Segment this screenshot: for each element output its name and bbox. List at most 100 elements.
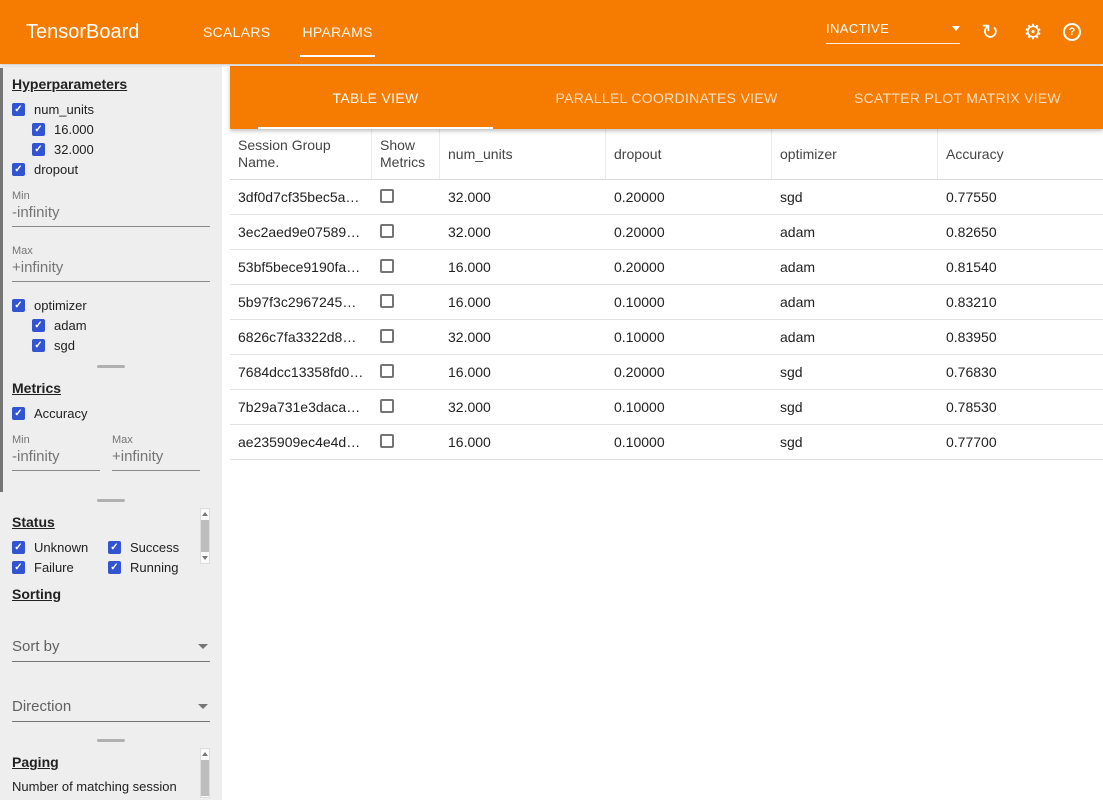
num-units-checkbox[interactable] xyxy=(12,103,25,116)
hparam-optimizer-sgd[interactable]: sgd xyxy=(32,336,210,354)
header-session-group-name: Session Group Name. xyxy=(230,129,372,179)
show-metrics-checkbox[interactable] xyxy=(380,189,394,203)
status-unknown-checkbox[interactable] xyxy=(12,541,25,554)
status-option-running[interactable]: Running xyxy=(108,558,210,576)
num-units-cell: 16.000 xyxy=(440,294,606,310)
header-optimizer: optimizer xyxy=(772,129,938,179)
section-resize-handle[interactable] xyxy=(0,496,222,504)
resize-handle[interactable] xyxy=(97,739,125,742)
tab-scatter-plot-matrix-view[interactable]: SCATTER PLOT MATRIX VIEW xyxy=(812,66,1103,129)
dropout-cell: 0.10000 xyxy=(606,399,772,415)
show-metrics-checkbox[interactable] xyxy=(380,399,394,413)
table-row: 6826c7fa3322d82… 32.000 0.10000 adam 0.8… xyxy=(230,320,1103,355)
table-row: 3df0d7cf35bec5a… 32.000 0.20000 sgd 0.77… xyxy=(230,180,1103,215)
status-running-checkbox[interactable] xyxy=(108,561,121,574)
status-option-failure[interactable]: Failure xyxy=(12,558,108,576)
matching-groups-text: Number of matching session groups: 8 xyxy=(12,778,192,800)
metric-max-input[interactable] xyxy=(112,446,200,471)
optimizer-adam-checkbox[interactable] xyxy=(32,319,45,332)
view-tabs: TABLE VIEW PARALLEL COORDINATES VIEW SCA… xyxy=(230,66,1103,129)
status-failure-checkbox[interactable] xyxy=(12,561,25,574)
resize-handle[interactable] xyxy=(97,365,125,368)
scroll-down-icon[interactable] xyxy=(202,556,208,560)
num-units-cell: 32.000 xyxy=(440,399,606,415)
run-status-select[interactable]: INACTIVE xyxy=(826,21,960,44)
num-units-16-checkbox[interactable] xyxy=(32,123,45,136)
status-success-checkbox[interactable] xyxy=(108,541,121,554)
dropout-label: dropout xyxy=(34,162,78,177)
hparam-num-units-16[interactable]: 16.000 xyxy=(32,120,210,138)
dropout-cell: 0.20000 xyxy=(606,259,772,275)
tab-scalars[interactable]: SCALARS xyxy=(187,0,286,64)
show-metrics-checkbox[interactable] xyxy=(380,434,394,448)
accuracy-cell: 0.76830 xyxy=(938,364,1103,380)
session-group-name-cell: 5b97f3c2967245b… xyxy=(230,294,372,310)
optimizer-sgd-checkbox[interactable] xyxy=(32,339,45,352)
header-show-metrics: Show Metrics xyxy=(372,129,440,179)
section-resize-handle[interactable] xyxy=(0,362,222,370)
refresh-icon[interactable]: ↻ xyxy=(977,19,1003,45)
num-units-32-checkbox[interactable] xyxy=(32,143,45,156)
dropout-cell: 0.20000 xyxy=(606,189,772,205)
hyperparameters-section: Hyperparameters num_units 16.000 32.000 … xyxy=(0,66,222,362)
metric-min-input[interactable] xyxy=(12,446,100,471)
sort-by-value: Sort by xyxy=(12,638,60,655)
scroll-up-icon[interactable] xyxy=(202,512,208,516)
topbar: TensorBoard SCALARS HPARAMS INACTIVE ↻ ⚙… xyxy=(0,0,1103,64)
paging-scrollbar[interactable] xyxy=(200,748,210,798)
num-units-cell: 16.000 xyxy=(440,259,606,275)
section-resize-handle[interactable] xyxy=(0,736,222,744)
hparam-optimizer-adam[interactable]: adam xyxy=(32,316,210,334)
topbar-actions: INACTIVE ↻ ⚙ ? xyxy=(826,19,1081,45)
scroll-up-icon[interactable] xyxy=(202,752,208,756)
settings-icon[interactable]: ⚙ xyxy=(1020,19,1046,45)
accuracy-checkbox[interactable] xyxy=(12,407,25,420)
show-metrics-cell xyxy=(372,364,440,381)
hparam-num-units[interactable]: num_units xyxy=(12,100,210,118)
show-metrics-checkbox[interactable] xyxy=(380,259,394,273)
status-scrollbar[interactable] xyxy=(200,508,210,564)
direction-value: Direction xyxy=(12,698,71,715)
metrics-heading: Metrics xyxy=(12,380,210,396)
num-units-32-label: 32.000 xyxy=(54,142,94,157)
optimizer-cell: adam xyxy=(772,259,938,275)
num-units-label: num_units xyxy=(34,102,94,117)
sort-by-select[interactable]: Sort by xyxy=(12,638,210,662)
accuracy-cell: 0.77700 xyxy=(938,434,1103,450)
chevron-down-icon xyxy=(198,704,208,709)
table-row: 7b29a731e3daca… 32.000 0.10000 sgd 0.785… xyxy=(230,390,1103,425)
show-metrics-checkbox[interactable] xyxy=(380,294,394,308)
accuracy-cell: 0.82650 xyxy=(938,224,1103,240)
hparam-optimizer[interactable]: optimizer xyxy=(12,296,210,314)
accuracy-cell: 0.83950 xyxy=(938,329,1103,345)
session-group-name-cell: 7684dcc13358fd0… xyxy=(230,364,372,380)
status-option-unknown[interactable]: Unknown xyxy=(12,538,108,556)
direction-select[interactable]: Direction xyxy=(12,698,210,722)
optimizer-label: optimizer xyxy=(34,298,87,313)
show-metrics-checkbox[interactable] xyxy=(380,224,394,238)
dropout-min-input[interactable] xyxy=(12,202,210,227)
optimizer-checkbox[interactable] xyxy=(12,299,25,312)
show-metrics-checkbox[interactable] xyxy=(380,364,394,378)
metric-minmax: Min Max xyxy=(12,422,210,471)
dropout-checkbox[interactable] xyxy=(12,163,25,176)
help-icon[interactable]: ? xyxy=(1063,23,1081,41)
table-row: 7684dcc13358fd0… 16.000 0.20000 sgd 0.76… xyxy=(230,355,1103,390)
show-metrics-checkbox[interactable] xyxy=(380,329,394,343)
resize-handle[interactable] xyxy=(97,499,125,502)
status-option-success[interactable]: Success xyxy=(108,538,210,556)
tab-table-view[interactable]: TABLE VIEW xyxy=(230,66,521,129)
hparam-num-units-32[interactable]: 32.000 xyxy=(32,140,210,158)
scrollbar-thumb[interactable] xyxy=(201,520,209,552)
run-status-value: INACTIVE xyxy=(826,21,889,36)
metric-max-label: Max xyxy=(112,434,200,446)
scrollbar-thumb[interactable] xyxy=(201,760,209,796)
help-glyph: ? xyxy=(1069,26,1076,38)
dropout-max-input[interactable] xyxy=(12,257,210,282)
metric-accuracy[interactable]: Accuracy xyxy=(12,404,210,422)
tab-hparams[interactable]: HPARAMS xyxy=(286,0,388,64)
hparam-dropout[interactable]: dropout xyxy=(12,160,210,178)
metrics-section: Metrics Accuracy Min Max xyxy=(0,370,222,496)
tab-parallel-coordinates-view[interactable]: PARALLEL COORDINATES VIEW xyxy=(521,66,812,129)
optimizer-cell: adam xyxy=(772,224,938,240)
